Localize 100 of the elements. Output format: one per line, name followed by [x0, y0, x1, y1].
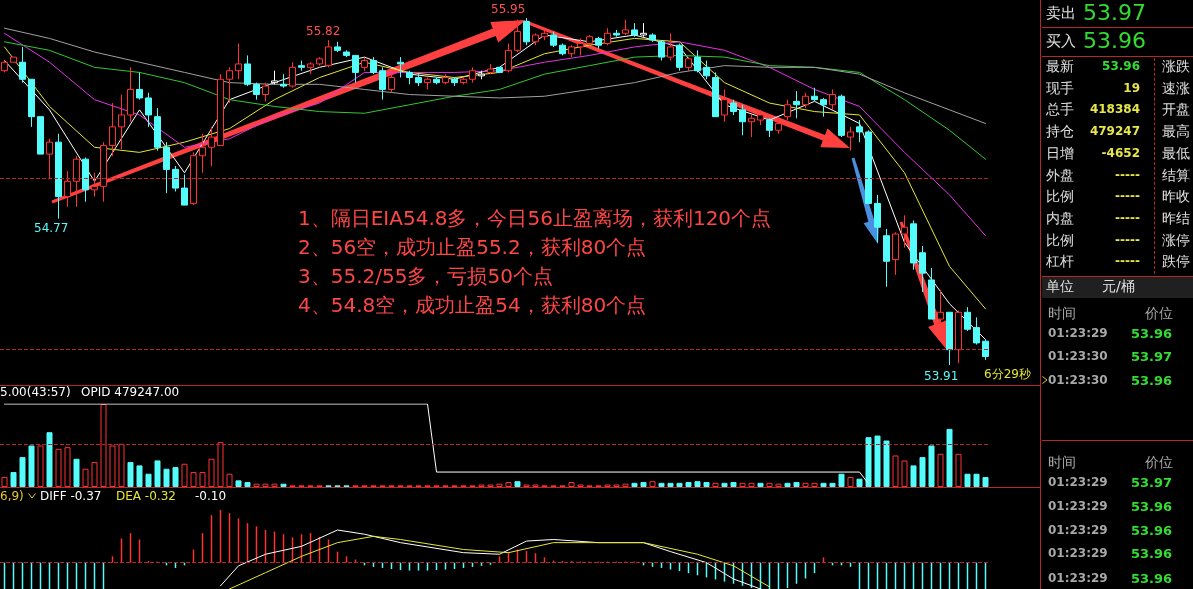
text: 价位: [1145, 305, 1173, 321]
text: 结算: [1162, 166, 1190, 183]
bar: [505, 482, 512, 487]
candlestick: [901, 214, 908, 249]
candlestick: [361, 56, 368, 72]
bar: [955, 453, 962, 487]
candlestick: [631, 22, 638, 38]
candlestick: [262, 82, 269, 102]
candlestick: [388, 73, 395, 94]
text: 最高: [1162, 123, 1190, 140]
bar: [127, 462, 134, 487]
candlestick: [730, 99, 737, 116]
text: 01:23:30: [1048, 349, 1108, 363]
text: 杠杆: [1046, 253, 1074, 270]
bar: [19, 457, 26, 487]
candlestick: [316, 56, 323, 67]
text: 日增: [1046, 144, 1074, 161]
candlestick: [379, 66, 386, 101]
candlestick: [739, 104, 746, 136]
candlestick: [469, 66, 476, 84]
candlestick: [478, 70, 485, 80]
candlestick: [352, 54, 359, 84]
candlestick: [280, 73, 287, 89]
bar: [703, 482, 710, 487]
text: -----: [1115, 210, 1140, 225]
bar: [262, 483, 269, 487]
bar: [199, 472, 206, 487]
text: -4652: [1101, 145, 1140, 160]
bar: [658, 482, 665, 487]
text: 53.96: [1102, 59, 1140, 73]
text: 买入: [1046, 31, 1076, 50]
bar: [883, 440, 890, 487]
text: -0.10: [195, 489, 227, 503]
candlestick: [460, 77, 467, 85]
candlestick: [703, 60, 710, 80]
bar: [82, 468, 89, 487]
candlestick: [253, 82, 260, 101]
bar: [10, 472, 17, 487]
bar: [118, 443, 125, 487]
bar: [847, 477, 854, 487]
candlestick: [982, 338, 989, 361]
candlestick: [28, 78, 35, 128]
candlestick: [685, 56, 692, 72]
bar: [811, 482, 818, 487]
text: 卖出: [1046, 3, 1076, 22]
bar: [568, 482, 575, 487]
candlestick: [847, 126, 854, 152]
bar: [496, 483, 503, 487]
candlestick: [676, 43, 683, 72]
candlestick: [937, 289, 944, 325]
text: 53.97: [1083, 0, 1146, 25]
text: 跌停: [1162, 253, 1190, 270]
bar: [145, 473, 152, 487]
bar: [829, 482, 836, 487]
bar: [109, 445, 116, 487]
bar: [820, 482, 827, 487]
candlestick: [721, 88, 728, 123]
candlestick: [82, 156, 89, 203]
text: 53.96: [1130, 372, 1172, 388]
text: 418384: [1089, 102, 1140, 117]
candlestick: [226, 66, 233, 104]
candlestick: [649, 32, 656, 43]
candlestick: [775, 117, 782, 135]
candlestick: [55, 133, 62, 220]
candlestick: [874, 194, 881, 244]
candlestick: [820, 97, 827, 118]
bar: [676, 482, 683, 487]
bar: [865, 437, 872, 487]
text: 涨停: [1162, 231, 1190, 248]
bar: [964, 473, 971, 487]
candlestick: [559, 43, 566, 56]
candlestick: [523, 17, 530, 46]
bar: [154, 460, 161, 487]
bar: [73, 458, 80, 487]
text: 01:23:29: [1048, 499, 1108, 513]
candlestick: [244, 54, 251, 87]
candlestick: [604, 27, 611, 46]
candlestick: [397, 56, 404, 79]
bar: [226, 473, 233, 487]
bar: [973, 473, 980, 487]
text: -----: [1115, 254, 1140, 269]
candlestick: [451, 77, 458, 87]
bar: [622, 483, 629, 487]
text: 53.96: [1130, 325, 1172, 341]
text: 比例: [1046, 188, 1074, 205]
candlestick: [199, 133, 206, 174]
candlestick: [370, 56, 377, 75]
text: 01:23:29: [1048, 571, 1108, 585]
annotation: 1、隔日EIA54.8多，今日56止盈离场，获利120个点: [298, 206, 772, 230]
bar: [280, 483, 287, 487]
candlestick: [919, 245, 926, 293]
bar: [739, 482, 746, 487]
candlestick: [802, 92, 809, 109]
text: 53.97: [1130, 474, 1172, 490]
candlestick: [829, 88, 836, 111]
text: 最新: [1046, 58, 1074, 74]
annotation: 55.82: [306, 24, 341, 38]
text: 时间: [1048, 454, 1076, 470]
text: 01:23:29: [1048, 523, 1108, 537]
candlestick: [10, 56, 17, 63]
